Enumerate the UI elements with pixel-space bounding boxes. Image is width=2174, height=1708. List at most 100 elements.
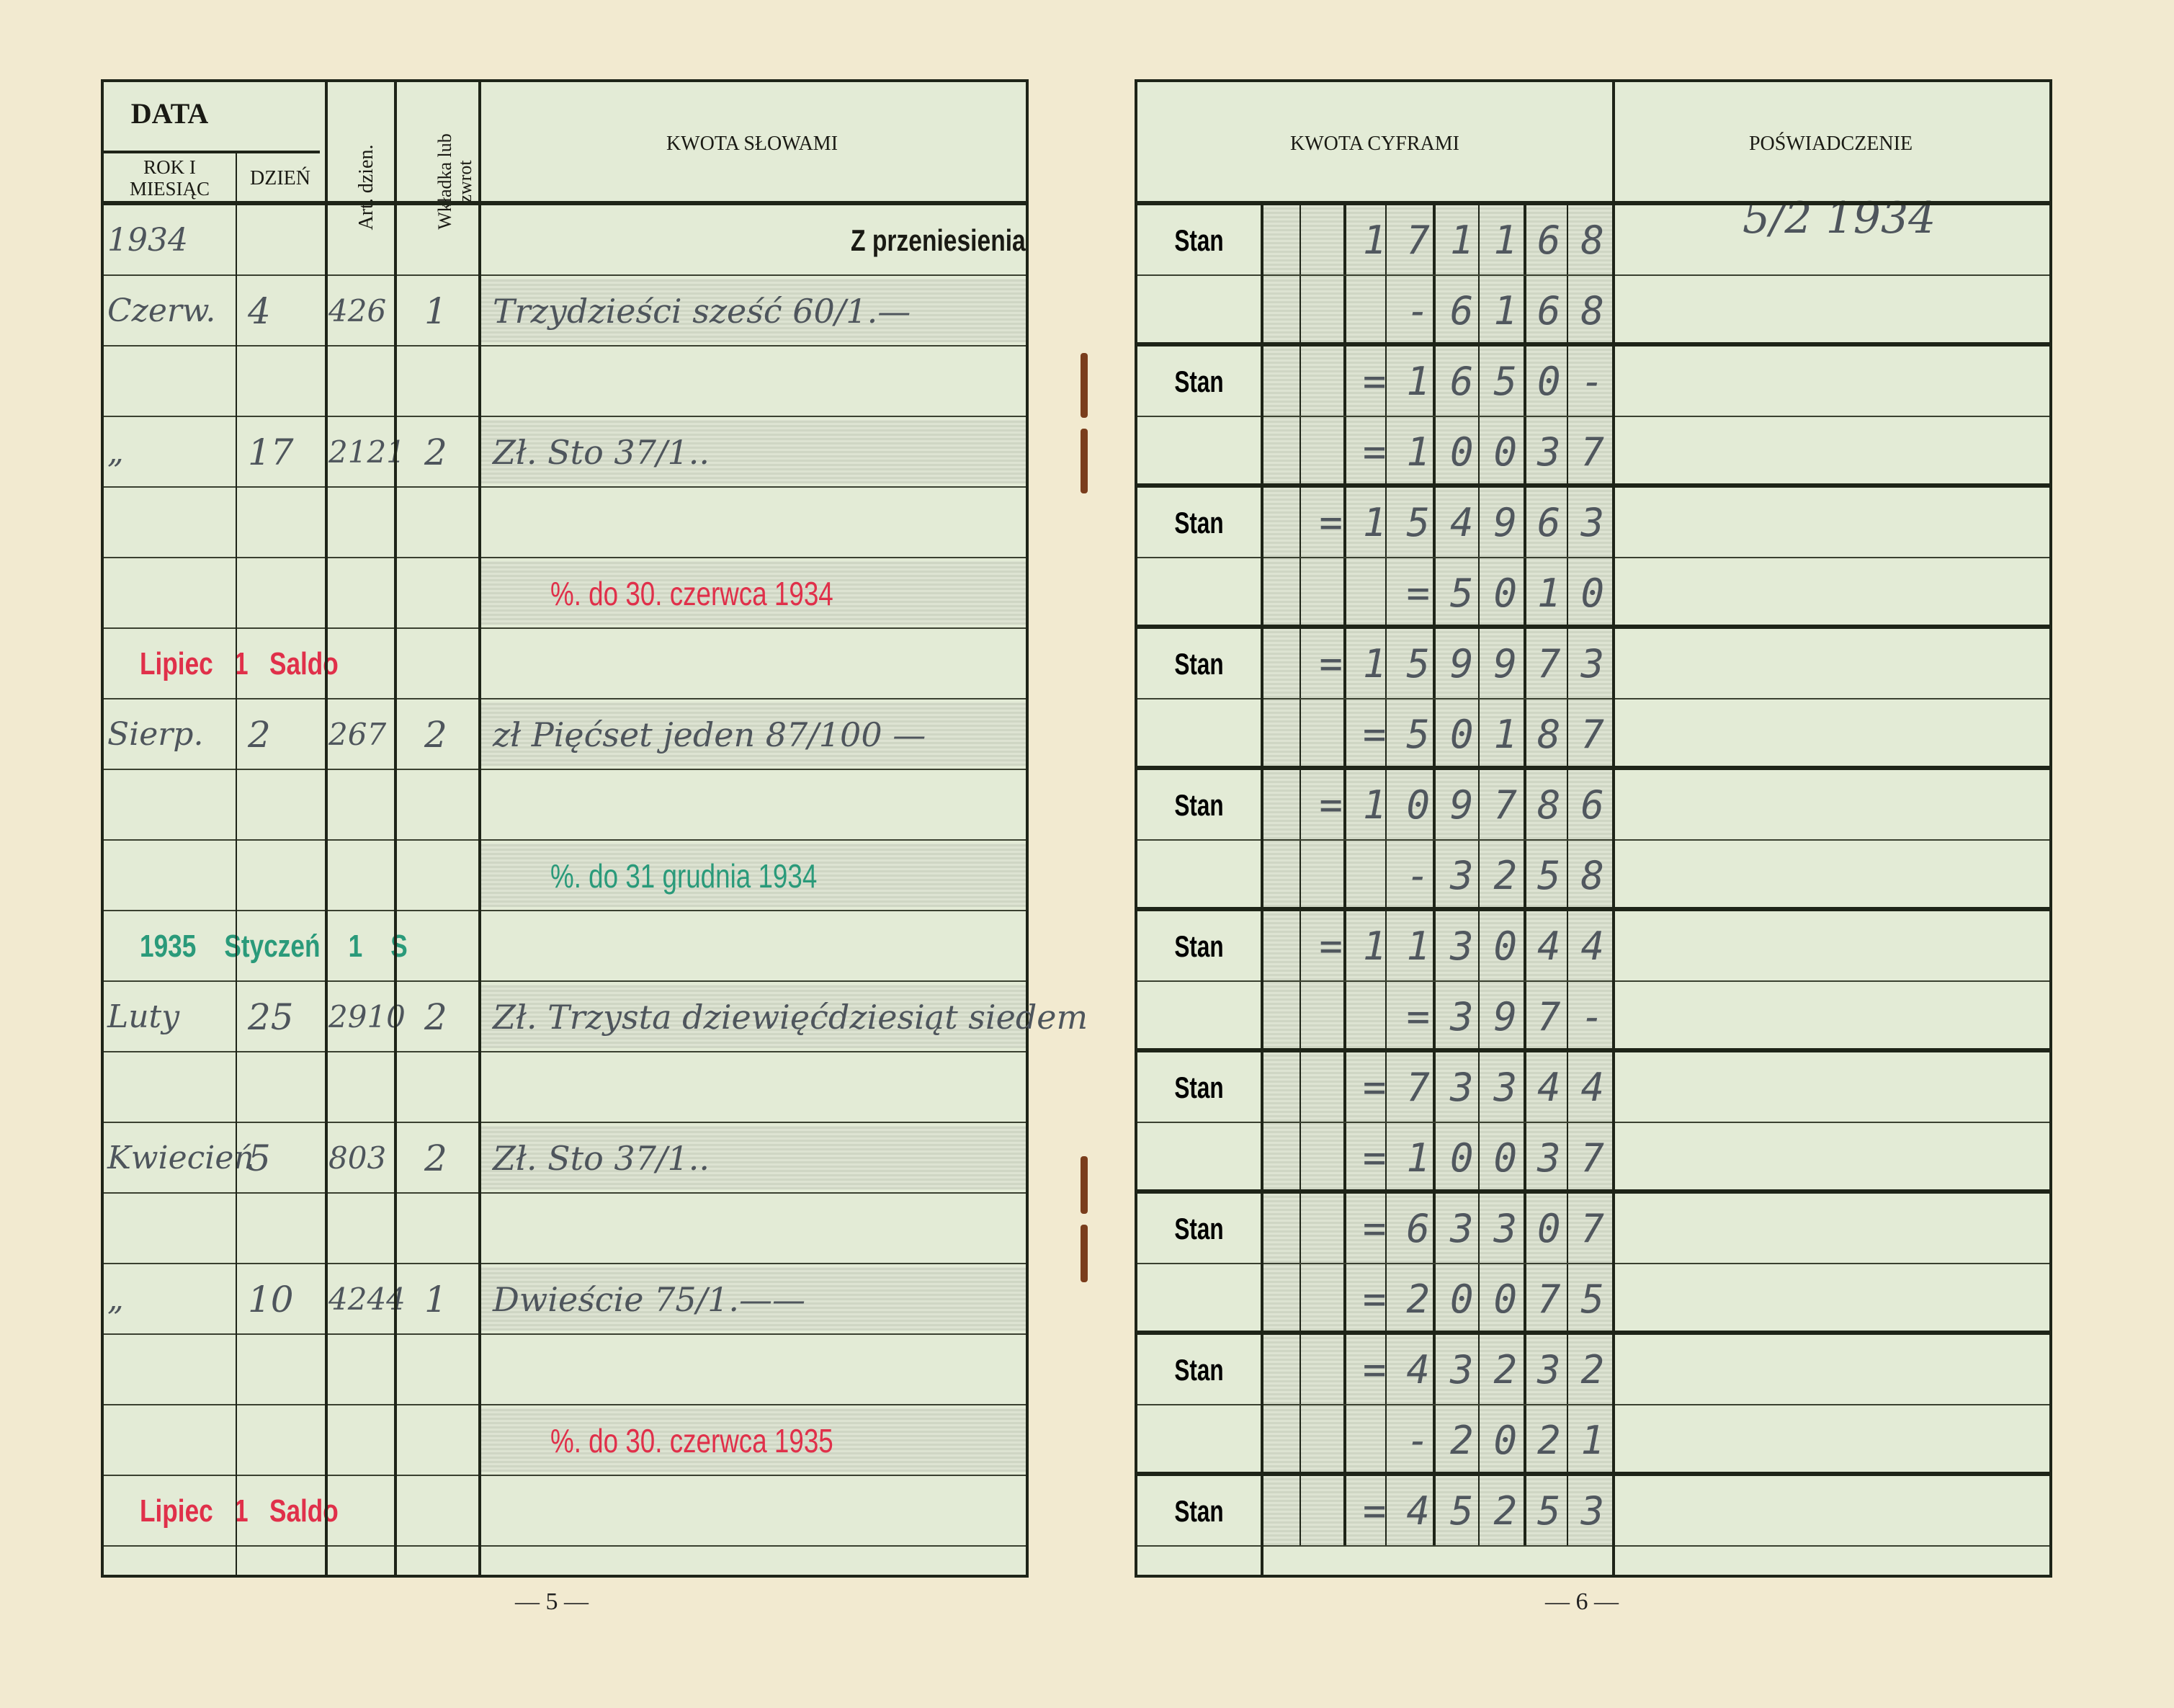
ledger-row [104, 1194, 1026, 1264]
digit-divider [1567, 1052, 1568, 1122]
ledger-row: %. do 30. czerwca 1935 [104, 1405, 1026, 1476]
digit-divider [1567, 699, 1568, 766]
digit-divider [1343, 1476, 1346, 1545]
digit-band [1263, 629, 1612, 698]
divider [478, 82, 481, 1575]
digit-divider [1385, 1335, 1387, 1404]
shaded-band [481, 420, 1026, 483]
amount-figures: =63307 [1362, 1206, 1624, 1251]
digit-divider [1478, 911, 1480, 980]
entry-day: 4 [248, 290, 271, 332]
amount-row: -2021 [1137, 1405, 2049, 1476]
digit-divider [1343, 276, 1346, 342]
shaded-band [481, 561, 1026, 625]
digit-divider [1343, 488, 1346, 557]
amount-figures: =50187 [1362, 712, 1624, 757]
digit-divider [1567, 346, 1568, 416]
digit-divider [1343, 841, 1346, 907]
digit-divider [1478, 841, 1480, 907]
digit-divider [1385, 276, 1387, 342]
digit-divider [1433, 1476, 1436, 1545]
digit-band [1263, 346, 1612, 416]
page-number-left: — 5 — [515, 1588, 589, 1615]
entry-type: 2 [424, 714, 447, 756]
shaded-band [481, 1126, 1026, 1189]
entry-art: 426 [328, 293, 387, 328]
digit-divider [1385, 558, 1387, 625]
amount-figures: =154963 [1319, 500, 1624, 545]
stan-label: Stan [1174, 1212, 1224, 1246]
digit-divider [1300, 982, 1301, 1048]
divider [394, 82, 397, 1575]
entry-amount-words: Dwieście 75/1.—— [493, 1280, 806, 1319]
digit-divider [1343, 1335, 1346, 1404]
amount-figures: =5010 [1406, 571, 1624, 616]
digit-divider [1567, 276, 1568, 342]
digit-divider [1343, 699, 1346, 766]
digit-band [1263, 1194, 1612, 1263]
ledger-row: 1935 Styczeń 1 S [104, 911, 1026, 982]
digit-divider [1385, 1194, 1387, 1263]
entry-amount-words: Trzydzieści sześć 60/1.— [493, 292, 911, 331]
digit-divider [1343, 629, 1346, 698]
stan-label: Stan [1174, 1494, 1224, 1528]
digit-divider [1567, 629, 1568, 698]
amount-row: =397- [1137, 982, 2049, 1052]
entry-month: „ [107, 1281, 124, 1318]
digit-divider [1524, 1476, 1526, 1545]
digit-band [1263, 699, 1612, 766]
digit-divider [1524, 488, 1526, 557]
digit-band [1263, 1052, 1612, 1122]
digit-divider [1567, 841, 1568, 907]
entry-amount-words: Zł. Sto 37/1.. [493, 433, 710, 472]
amount-figures: 171168 [1362, 218, 1624, 263]
digit-divider [1433, 982, 1436, 1048]
entry-type: 2 [424, 996, 447, 1038]
digit-divider [1433, 629, 1436, 698]
interest-stamp: %. do 30. czerwca 1934 [550, 575, 833, 612]
digit-divider [1524, 911, 1526, 980]
digit-divider [1433, 1052, 1436, 1122]
ledger-row: Lipiec 1 Saldo [104, 629, 1026, 699]
digit-divider [1300, 1264, 1301, 1331]
amount-figures: =73344 [1362, 1065, 1624, 1110]
digit-divider [1300, 911, 1301, 980]
digit-divider [1300, 558, 1301, 625]
digit-band [1263, 205, 1612, 274]
entry-art: 803 [328, 1140, 387, 1176]
digit-divider [1567, 417, 1568, 483]
amount-row: Stan =109786 [1137, 770, 2049, 841]
header-data: DATA [130, 97, 209, 130]
divider [236, 151, 237, 1575]
amount-figures: =43232 [1362, 1347, 1624, 1392]
entry-art: 4244 [328, 1282, 406, 1317]
amount-figures: =45253 [1362, 1488, 1624, 1534]
ledger-row [104, 488, 1026, 558]
stan-label: Stan [1174, 506, 1224, 540]
digit-divider [1300, 205, 1301, 274]
digit-divider [1385, 417, 1387, 483]
digit-divider [1300, 417, 1301, 483]
digit-divider [1343, 417, 1346, 483]
header-kwota-slowami: KWOTA SŁOWAMI [666, 133, 838, 155]
amount-figures: =10037 [1362, 1135, 1624, 1181]
digit-divider [1524, 699, 1526, 766]
digit-divider [1567, 1476, 1568, 1545]
interest-stamp: %. do 31 grudnia 1934 [550, 857, 818, 895]
digit-band [1263, 982, 1612, 1048]
entry-month: 1934 [107, 222, 188, 259]
header-rok-miesiac: ROK I MIESIĄC [129, 156, 210, 200]
entry-amount-words: Zł. Sto 37/1.. [493, 1139, 710, 1178]
balance-date-stamp: Lipiec 1 Saldo [140, 646, 339, 681]
shaded-band [481, 702, 1026, 766]
ledger-row: Czerw. 4 426 1 Trzydzieści sześć 60/1.— [104, 276, 1026, 346]
digit-divider [1300, 346, 1301, 416]
digit-divider [1385, 1405, 1387, 1472]
digit-divider [1433, 1123, 1436, 1189]
amount-row: Stan =73344 [1137, 1052, 2049, 1123]
digit-band [1263, 417, 1612, 483]
digit-divider [1478, 1476, 1480, 1545]
digit-divider [1385, 982, 1387, 1048]
digit-divider [1524, 1123, 1526, 1189]
digit-divider [1478, 558, 1480, 625]
